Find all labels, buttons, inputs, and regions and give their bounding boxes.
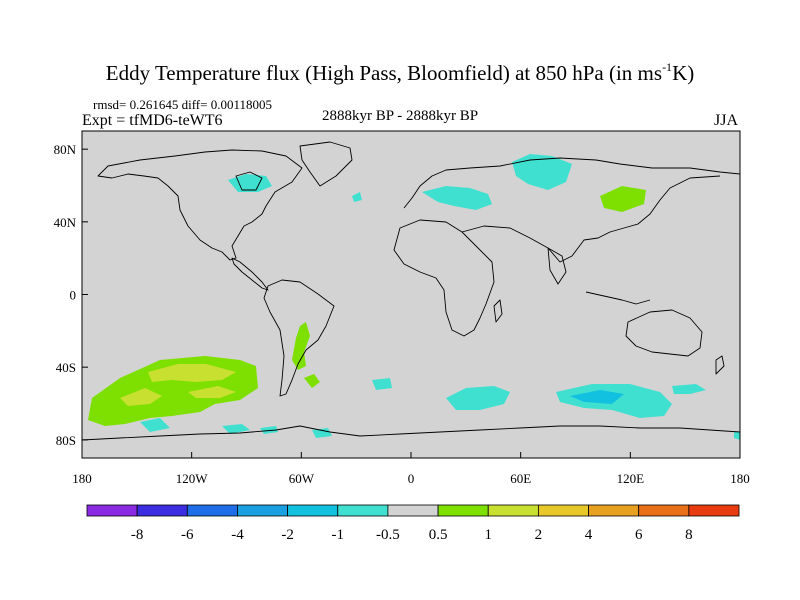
- colorbar-label: 1: [484, 527, 492, 543]
- anomaly-region-antarctic-3: [260, 426, 278, 434]
- coast-antarctica: [82, 425, 740, 441]
- experiment-label: Expt = tfMD6-teWT6: [82, 112, 223, 129]
- coast-asia: [461, 175, 721, 263]
- anomaly-region-south-pacific-core-3: [188, 386, 236, 398]
- colorbar-swatch: [537, 504, 589, 517]
- colorbar-swatch: [136, 504, 188, 517]
- coast-indonesia: [585, 291, 651, 305]
- colorbar-legend: -8 -6 -4 -2 -1 -0.5 0.5 1 2 4 6 8: [86, 504, 740, 543]
- lon-tick-label: 60E: [510, 471, 531, 486]
- colorbar-label: -0.5: [376, 527, 400, 543]
- plot-title: Eddy Temperature flux (High Pass, Bloomf…: [105, 60, 695, 85]
- lat-tick-label: 80S: [56, 433, 76, 448]
- coast-greenland: [299, 141, 353, 187]
- anomaly-region-antarctic-1: [140, 418, 170, 432]
- coastlines: [82, 141, 740, 441]
- colorbar-label: -1: [332, 527, 345, 543]
- anomaly-region-southern-ocean-east-core: [570, 390, 624, 404]
- lon-tick-label: 120W: [176, 471, 209, 486]
- anomaly-region-siberia: [512, 154, 572, 190]
- lat-tick-label: 0: [70, 288, 77, 303]
- anomaly-shading: [88, 154, 740, 440]
- colorbar-swatch: [86, 504, 138, 517]
- lon-tick-label: 60W: [289, 471, 315, 486]
- colorbar-label: -2: [281, 527, 294, 543]
- anomaly-region-south-america: [292, 322, 310, 370]
- lon-tick-label: 180: [72, 471, 92, 486]
- coast-india: [547, 247, 567, 285]
- rmsd-diff-stats: rmsd= 0.261645 diff= 0.00118005: [93, 97, 272, 112]
- colorbar-swatch: [688, 504, 740, 517]
- colorbar-label: 4: [585, 527, 593, 543]
- colorbar-label: -8: [131, 527, 144, 543]
- lat-tick-label: 40S: [56, 360, 76, 375]
- lon-tick-label: 120E: [617, 471, 645, 486]
- colorbar-swatch: [237, 504, 289, 517]
- coast-madagascar: [493, 299, 503, 323]
- colorbar-swatch: [387, 504, 439, 517]
- anomaly-region-south-indian-1: [372, 378, 392, 390]
- coast-australia: [625, 309, 703, 357]
- anomaly-region-north-atlantic: [352, 192, 362, 202]
- anomaly-region-south-pacific-core: [148, 364, 236, 382]
- lon-tick-label: 180: [730, 471, 750, 486]
- lat-tick-label: 80N: [54, 142, 77, 157]
- period-label: 2888kyr BP - 2888kyr BP: [322, 108, 479, 124]
- coast-north-america: [97, 149, 303, 261]
- season-label: JJA: [714, 112, 739, 129]
- anomaly-region-south-indian-2: [446, 386, 510, 410]
- lat-tick-label: 40N: [54, 215, 77, 230]
- lon-tick-label: 0: [408, 471, 415, 486]
- colorbar-label: 8: [685, 527, 693, 543]
- colorbar-swatch: [638, 504, 690, 517]
- anomaly-region-canada: [228, 174, 272, 192]
- colorbar-swatch: [588, 504, 640, 517]
- anomaly-region-south-pacific-core-2: [120, 388, 162, 406]
- colorbar-label: -4: [231, 527, 244, 543]
- colorbar-swatch: [437, 504, 489, 517]
- colorbar-label: 6: [635, 527, 643, 543]
- colorbar-label: 0.5: [429, 527, 448, 543]
- coast-europe: [403, 157, 740, 209]
- colorbar-label: -6: [181, 527, 194, 543]
- coast-central-america: [231, 257, 269, 291]
- colorbar-swatch: [287, 504, 339, 517]
- anomaly-region-antarctic-2: [222, 424, 250, 434]
- anomaly-region-east-asia: [600, 186, 646, 212]
- anomaly-region-south-atlantic: [304, 374, 320, 388]
- anomaly-region-antarctic-4: [312, 428, 332, 438]
- colorbar-swatch: [337, 504, 389, 517]
- coast-hudson-bay: [235, 171, 263, 191]
- colorbar-swatch: [487, 504, 539, 517]
- coast-south-america: [263, 279, 335, 397]
- colorbar-swatch: [186, 504, 238, 517]
- anomaly-region-antarctic-5: [734, 432, 740, 440]
- anomaly-region-scandinavia: [422, 186, 492, 210]
- coast-new-zealand: [715, 355, 725, 375]
- colorbar-label: 2: [535, 527, 543, 543]
- map-axes: 80N 40N 0 40S 80S 180 120W 60W 0 60E 120E 180: [54, 142, 750, 486]
- anomaly-region-tasman: [672, 384, 706, 394]
